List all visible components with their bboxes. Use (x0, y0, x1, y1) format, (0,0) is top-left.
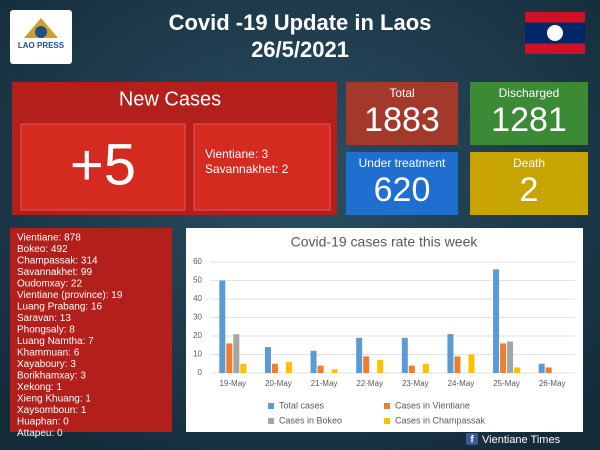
province-count: Xekong: 1 (17, 382, 62, 393)
province-count: Oudomxay: 22 (17, 279, 82, 290)
provinces-panel (10, 228, 172, 432)
x-tick-label: 19-May (219, 379, 246, 388)
x-tick-label: 24-May (448, 379, 475, 388)
facebook-f: f (470, 435, 474, 446)
bar (233, 334, 240, 373)
legend-label: Cases in Champassak (395, 415, 486, 425)
x-tick-label: 23-May (402, 379, 429, 388)
stat-box (470, 152, 588, 215)
new-cases-breakdown-box (193, 123, 331, 211)
logo-text: LAO PRESS (18, 41, 65, 50)
legend-label: Cases in Vientiane (395, 400, 470, 410)
stat-value: 620 (374, 171, 431, 209)
stat-label: Under treatment (359, 156, 446, 170)
province-count: Khammuan: 6 (17, 348, 80, 359)
y-tick-label: 0 (198, 368, 203, 377)
province-count: Huaphan: 0 (17, 417, 69, 428)
bar (422, 363, 429, 373)
new-cases-title: New Cases (119, 88, 221, 110)
province-count: Vientiane (province): 19 (17, 290, 123, 301)
bar (363, 356, 370, 373)
legend-label: Cases in Bokeo (279, 415, 342, 425)
bar (310, 350, 317, 373)
y-tick-label: 20 (193, 331, 202, 340)
bar (264, 347, 271, 373)
bar (538, 363, 545, 373)
y-tick-label: 60 (193, 257, 202, 266)
stat-label: Total (389, 86, 414, 100)
x-tick-label: 21-May (311, 379, 338, 388)
province-count: Vientiane: 878 (17, 233, 81, 244)
bar (240, 363, 247, 373)
province-count: Luang Prabang: 16 (17, 302, 103, 313)
legend-swatch (384, 403, 390, 409)
province-count: Phongsaly: 8 (17, 325, 75, 336)
x-tick-label: 26-May (539, 379, 566, 388)
province-count: Bokeo: 492 (17, 244, 68, 255)
facebook-icon (466, 433, 478, 445)
province-count: Xaysomboun: 1 (17, 405, 87, 416)
new-cases-total-box (20, 123, 186, 211)
logo (10, 10, 72, 64)
bar (401, 337, 408, 373)
legend-swatch (268, 418, 274, 424)
y-tick-label: 50 (193, 276, 202, 285)
bar (493, 269, 500, 373)
chart-panel (186, 228, 583, 432)
stat-box (346, 82, 458, 145)
bar (408, 365, 415, 373)
bar (226, 343, 233, 373)
title: Covid -19 Update in Laos (169, 10, 432, 35)
bar (507, 341, 514, 373)
stat-value: 1281 (491, 101, 567, 139)
x-tick-label: 25-May (493, 379, 520, 388)
legend-label: Total cases (279, 400, 325, 410)
province-count: Attapeu: 0 (17, 428, 63, 439)
date: 26/5/2021 (251, 37, 349, 62)
flag (525, 12, 585, 54)
bar (454, 356, 461, 373)
bar (377, 360, 384, 373)
province-count: Luang Namtha: 7 (17, 336, 94, 347)
stat-label: Death (513, 156, 545, 170)
y-tick-label: 10 (193, 350, 202, 359)
legend-swatch (384, 418, 390, 424)
province-count: Savannakhet: 99 (17, 267, 92, 278)
x-tick-label: 22-May (356, 379, 383, 388)
footer: Vientiane Times (482, 434, 561, 446)
stat-value: 1883 (364, 101, 440, 139)
bar (468, 354, 475, 373)
bar (317, 365, 324, 373)
bar (545, 367, 552, 373)
new-cases-breakdown: Vientiane: 3 (205, 147, 268, 161)
bar (447, 334, 454, 373)
y-tick-label: 40 (193, 294, 202, 303)
province-count: Xieng Khuang: 1 (17, 394, 91, 405)
stat-box (346, 152, 458, 215)
stat-label: Discharged (499, 86, 560, 100)
province-count: Champassak: 314 (17, 256, 98, 267)
bar (514, 367, 521, 373)
province-count: Saravan: 13 (17, 313, 71, 324)
new-cases-breakdown: Savannakhet: 2 (205, 162, 289, 176)
bar (331, 369, 338, 373)
bar (271, 363, 278, 373)
bar (285, 361, 292, 373)
stat-value: 2 (520, 171, 539, 209)
bar (356, 337, 363, 373)
y-tick-label: 30 (193, 313, 202, 322)
province-count: Borikhamxay: 3 (17, 371, 86, 382)
legend-swatch (268, 403, 274, 409)
chart-title: Covid-19 cases rate this week (291, 234, 479, 250)
x-tick-label: 20-May (265, 379, 292, 388)
bar (500, 343, 507, 373)
stat-box (470, 82, 588, 145)
bar (219, 280, 226, 373)
new-cases-total: +5 (70, 132, 136, 197)
province-count: Xayaboury: 3 (17, 359, 76, 370)
